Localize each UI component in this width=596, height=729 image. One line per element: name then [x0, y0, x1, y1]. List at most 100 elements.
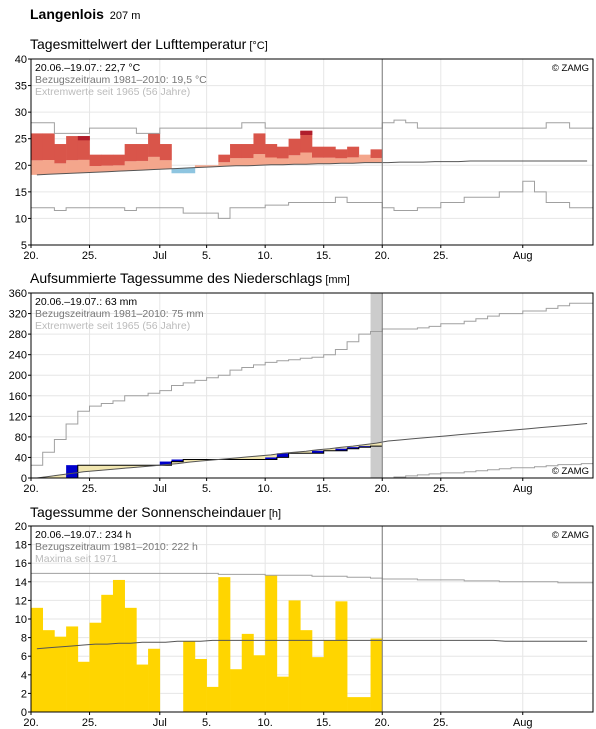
sunshine-bar: [31, 607, 44, 712]
sunshine-bar: [124, 607, 137, 712]
sunshine-bar: [101, 594, 114, 712]
temp-bar-hot: [124, 144, 137, 162]
y-tick-label: 18: [15, 540, 27, 552]
y-tick-label: 120: [9, 411, 27, 423]
x-tick-label: Jul: [153, 250, 167, 262]
temp-bar-hot: [347, 146, 360, 158]
sunshine-bar: [265, 575, 278, 712]
temp-bar-hot: [136, 144, 149, 161]
sunshine-chart: 0 2 4 6 8 10 12 14 16 18 20 20. 25. Jul 5. 10. 15. 20. 25.…: [15, 521, 594, 729]
x-tick-label: 15.: [316, 250, 331, 262]
sunshine-bar: [136, 664, 149, 712]
info-line: Bezugszeitraum 1981–2010: 222 h: [35, 541, 198, 553]
sunshine-bar: [300, 630, 313, 712]
plot-frame: [30, 292, 594, 479]
copyright-label: © ZAMG: [552, 530, 589, 541]
temp-bar-hot: [148, 133, 161, 157]
sunshine-bar: [323, 640, 336, 712]
sunshine-bar: [54, 636, 67, 712]
x-tick-label: 25.: [433, 250, 448, 262]
info-line: Extremwerte seit 1965 (56 Jahre): [35, 320, 190, 332]
temp-bar-warm: [358, 154, 371, 163]
info-line: 20.06.–19.07.: 234 h: [35, 529, 131, 541]
precip-daily-bar: [159, 461, 172, 466]
temp-bar-hot: [66, 136, 79, 161]
station-elevation: 207 m: [109, 10, 141, 22]
x-tick-label: Aug: [513, 717, 533, 729]
temp-bar-warm: [124, 161, 137, 171]
precip-deviation: [42, 476, 55, 478]
y-tick-label: 20: [15, 160, 27, 172]
precipitation-unit: [mm]: [325, 274, 350, 286]
y-tick-label: 0: [21, 473, 27, 485]
x-tick-label: 10.: [258, 717, 273, 729]
temp-bar-warm: [136, 160, 149, 171]
temp-bar-warm: [206, 165, 219, 167]
y-tick-label: 360: [9, 288, 27, 300]
normal-line: [36, 639, 588, 650]
temp-bar-warm: [276, 158, 289, 165]
info-line: Bezugszeitraum 1981–2010: 75 mm: [35, 308, 204, 320]
temp-bar-hot: [54, 144, 67, 164]
precip-deviation: [183, 459, 196, 463]
y-tick-label: 280: [9, 329, 27, 341]
temperature-title: Tagesmittelwert der Lufttemperatur [°C]: [30, 36, 268, 52]
sunshine-bar: [253, 655, 266, 712]
temp-extreme-mark: [77, 136, 90, 141]
sunshine-bar: [42, 630, 55, 712]
temp-bar-hot: [253, 133, 266, 155]
sunshine-bar: [276, 676, 289, 712]
x-tick-label: 25.: [82, 717, 97, 729]
precip-deviation: [253, 455, 266, 460]
info-line: Maxima seit 1971: [35, 553, 117, 565]
info-line: 20.06.–19.07.: 22,7 °C: [35, 62, 141, 74]
y-tick-label: 200: [9, 370, 27, 382]
temp-bar-warm: [347, 157, 360, 164]
x-tick-label: 20.: [23, 250, 38, 262]
y-axis: 0 2 4 6 8 10 12 14 16 18 20: [15, 521, 31, 719]
y-tick-label: 10: [15, 213, 27, 225]
precip-deviation: [300, 451, 313, 454]
y-axis: 0 40 80 120 160 200 240 280 320 360: [9, 288, 31, 485]
temp-bar-warm: [230, 158, 243, 166]
temp-bar-warm: [312, 157, 325, 164]
sunshine-bar: [77, 661, 90, 712]
temp-bar-hot: [42, 133, 55, 160]
x-tick-label: 20.: [23, 483, 38, 495]
min-extreme-line: [31, 180, 593, 219]
data-marks: [31, 130, 383, 175]
today-marker: [370, 293, 383, 478]
temp-bar-hot: [112, 154, 125, 166]
y-tick-label: 8: [21, 633, 27, 645]
x-tick-label: 25.: [82, 250, 97, 262]
temp-bar-warm: [54, 163, 67, 174]
precip-daily-bar: [312, 450, 325, 454]
temp-bar-hot: [265, 144, 278, 158]
precipitation-title-text: Aufsummierte Tagessumme des Niederschlag…: [30, 270, 323, 286]
info-line: Extremwerte seit 1965 (56 Jahre): [35, 86, 190, 98]
y-tick-label: 5: [21, 240, 27, 252]
x-tick-label: 5.: [202, 250, 211, 262]
y-tick-label: 16: [15, 558, 27, 570]
max-extreme-line: [31, 302, 593, 466]
precip-deviation: [77, 465, 90, 472]
temp-bar-hot: [31, 133, 44, 161]
temp-bar-hot: [312, 146, 325, 158]
temp-bar-warm: [265, 157, 278, 165]
precip-daily-bar: [358, 446, 371, 448]
x-axis: 20. 25. Jul 5. 10. 15. 20. 25. Aug: [23, 478, 533, 495]
x-tick-label: Aug: [513, 483, 533, 495]
sunshine-bar: [66, 626, 79, 712]
precip-deviation: [358, 444, 371, 448]
temp-bar-warm: [288, 155, 301, 165]
precip-deviation: [241, 456, 254, 460]
y-tick-label: 6: [21, 651, 27, 663]
y-tick-label: 0: [21, 707, 27, 719]
temp-bar-hot: [335, 149, 348, 159]
temp-bar-warm: [370, 157, 383, 163]
temp-bar-hot: [370, 149, 383, 158]
temp-bar-warm: [66, 160, 79, 174]
sunshine-bar: [89, 622, 102, 712]
x-tick-label: 25.: [82, 483, 97, 495]
x-tick-label: 10.: [258, 250, 273, 262]
